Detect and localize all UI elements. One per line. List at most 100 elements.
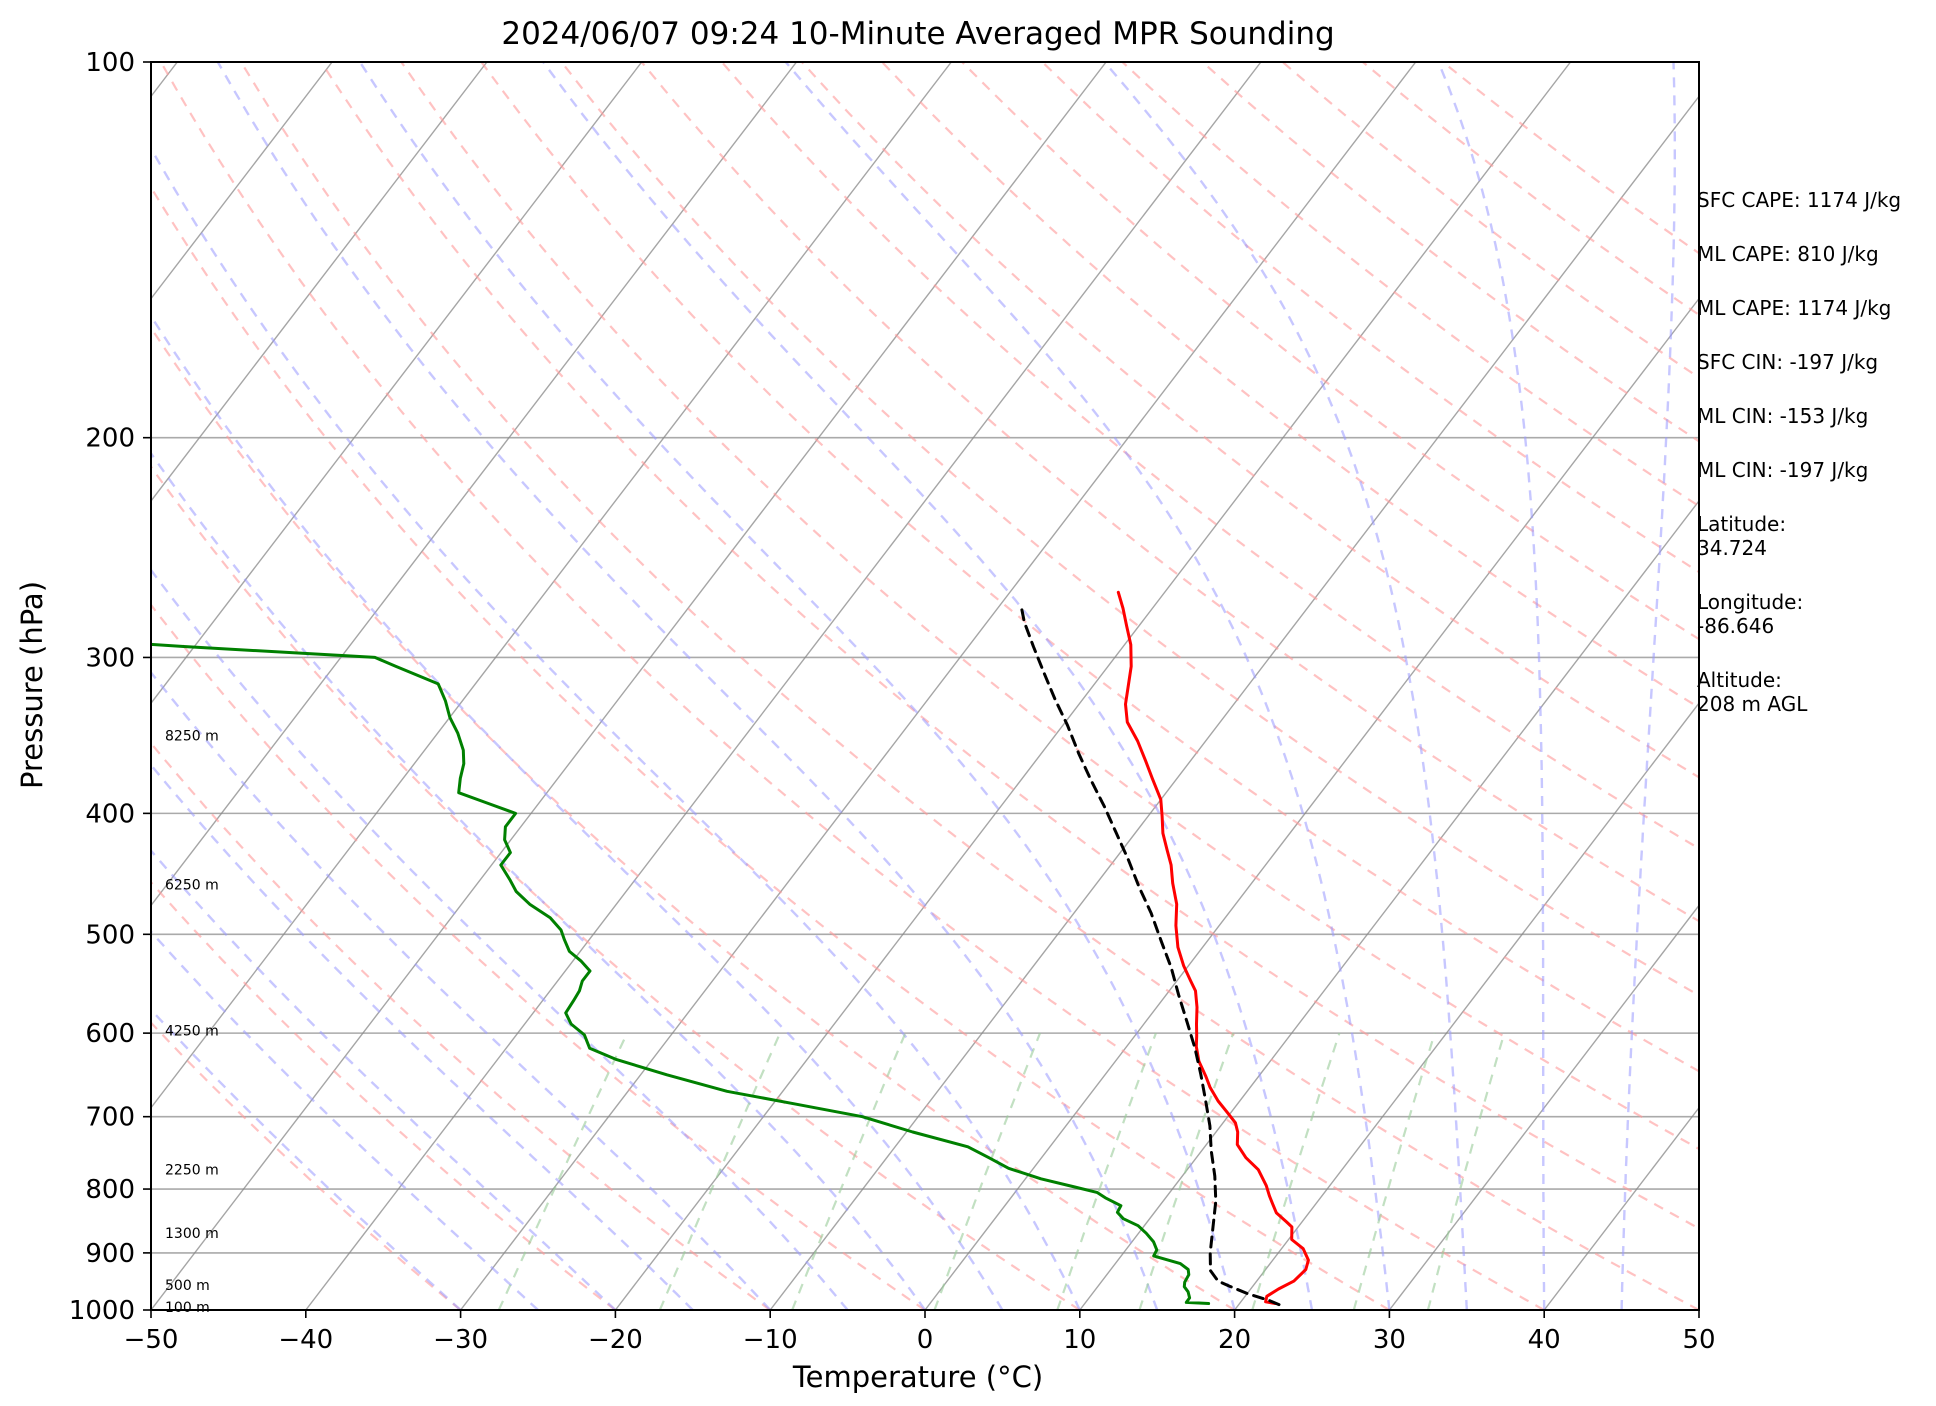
sfc-cin-text: SFC CIN: -197 J/kg	[1697, 350, 1879, 374]
altitude-block: Altitude: 208 m AGL	[1697, 668, 1933, 716]
moist-adiabat	[358, 62, 1236, 1310]
parcel-profile-line	[1019, 602, 1281, 1307]
dry-adiabat	[400, 62, 1699, 1151]
x-tick-label: −10	[743, 1325, 798, 1355]
mixing-ratio-line	[1138, 1032, 1235, 1310]
moist-adiabat	[151, 763, 694, 1310]
plot-frame	[150, 61, 1700, 1311]
isotherm-line	[769, 95, 1699, 1310]
moist-adiabat	[151, 451, 926, 1310]
y-tick-label: 300	[85, 643, 135, 673]
mixing-ratio-line	[791, 1032, 907, 1310]
latitude-label: Latitude:	[1697, 512, 1787, 536]
dry-adiabat	[240, 62, 1699, 1310]
dewpoint-profile-line	[151, 642, 1211, 1305]
x-tick-label: 30	[1373, 1325, 1406, 1355]
mixing-ratio-line	[933, 1032, 1042, 1310]
x-axis-label: Temperature (°C)	[792, 1360, 1043, 1394]
latitude-block: Latitude: 34.724	[1697, 512, 1933, 560]
mixing-ratio-line	[1352, 1032, 1436, 1310]
altitude-label: Altitude:	[1697, 668, 1782, 692]
mixing-ratio-line	[1056, 1032, 1157, 1310]
isotherm-line	[151, 62, 952, 1109]
x-tick-label: −50	[124, 1325, 179, 1355]
isotherm-line	[151, 62, 643, 705]
dry-adiabat	[151, 325, 1236, 1310]
dry-adiabat	[961, 62, 1699, 641]
altitude-label: 1300 m	[165, 1226, 219, 1242]
y-tick-label: 200	[85, 424, 135, 454]
moist-adiabat	[151, 313, 1004, 1310]
isotherm-line	[151, 62, 798, 907]
dry-adiabat	[640, 62, 1699, 923]
mixing-ratio-line	[658, 1032, 782, 1310]
temperature-profile-line	[1116, 590, 1310, 1305]
isotherm-line	[1079, 499, 1699, 1310]
y-tick-label: 700	[85, 1103, 135, 1133]
x-tick-label: −30	[433, 1325, 488, 1355]
dry-adiabat	[151, 185, 1390, 1310]
y-tick-label: 100	[85, 48, 135, 78]
isotherm-line	[924, 297, 1699, 1310]
dry-adiabat	[320, 62, 1699, 1230]
chart-title: 2024/06/07 09:24 10-Minute Averaged MPR …	[501, 16, 1334, 52]
dry-adiabat	[151, 880, 617, 1310]
x-tick-label: 20	[1218, 1325, 1251, 1355]
moist-adiabat	[151, 929, 539, 1310]
ml-cape-text-2: ML CAPE: 1174 J/kg	[1697, 296, 1892, 320]
sounding-info-panel: SFC CAPE: 1174 J/kg ML CAPE: 810 J/kg ML…	[1697, 188, 1933, 746]
longitude-label: Longitude:	[1697, 590, 1804, 614]
mixing-ratio-line	[1426, 1032, 1506, 1310]
altitude-value: 208 m AGL	[1697, 692, 1808, 716]
moist-adiabat	[151, 848, 617, 1310]
longitude-block: Longitude: -86.646	[1697, 590, 1933, 638]
x-tick-label: 10	[1063, 1325, 1096, 1355]
plot-clip-group	[151, 62, 1699, 1310]
moist-adiabat	[784, 62, 1391, 1310]
ml-cin-text-2: ML CIN: -197 J/kg	[1697, 458, 1869, 482]
ml-cin-text: ML CIN: -153 J/kg	[1697, 404, 1869, 428]
isotherm-line	[1234, 702, 1699, 1310]
y-tick-label: 800	[85, 1175, 135, 1205]
x-tick-label: −20	[588, 1325, 643, 1355]
plot-area: 8250 m 6250 m 4250 m 2250 m 1300 m 500 m 100 m…	[69, 48, 1716, 1355]
dry-adiabat	[801, 62, 1699, 779]
dry-adiabat	[151, 1021, 462, 1310]
moist-adiabat	[1437, 62, 1546, 1310]
dry-adiabat	[151, 464, 1081, 1310]
altitude-label: 6250 m	[165, 878, 219, 894]
moist-adiabat	[151, 146, 1081, 1310]
y-tick-label: 400	[85, 799, 135, 829]
moist-adiabat	[151, 1007, 462, 1310]
y-axis-label: Pressure (hPa)	[15, 581, 49, 789]
x-tick-label: 0	[917, 1325, 934, 1355]
y-tick-label: 900	[85, 1239, 135, 1269]
y-tick-label: 500	[85, 920, 135, 950]
x-tick-label: −40	[278, 1325, 333, 1355]
latitude-value: 34.724	[1697, 536, 1767, 560]
sfc-cape-text: SFC CAPE: 1174 J/kg	[1697, 188, 1902, 212]
moist-adiabat	[216, 62, 1159, 1310]
altitude-label: 100 m	[165, 1300, 210, 1316]
moist-adiabat	[1103, 62, 1468, 1310]
mixing-ratio-line	[1251, 1032, 1341, 1310]
altitude-label: 2250 m	[165, 1162, 219, 1178]
x-tick-label: 40	[1528, 1325, 1561, 1355]
altitude-label: 500 m	[165, 1278, 210, 1294]
isotherm-line	[305, 62, 1262, 1310]
dry-adiabat	[151, 741, 771, 1310]
altitude-label: 8250 m	[165, 728, 219, 744]
ml-cape-text: ML CAPE: 810 J/kg	[1697, 242, 1879, 266]
isotherm-line	[151, 62, 333, 300]
altitude-label: 4250 m	[165, 1023, 219, 1039]
isotherm-line	[1388, 904, 1699, 1310]
moist-adiabat	[151, 568, 849, 1310]
y-tick-label: 1000	[69, 1296, 135, 1326]
y-tick-label: 600	[85, 1019, 135, 1049]
dry-adiabat	[151, 603, 926, 1310]
longitude-value: -86.646	[1697, 614, 1775, 638]
isotherm-line	[614, 62, 1572, 1310]
moist-adiabat	[1620, 62, 1676, 1310]
dry-adiabat	[480, 62, 1699, 1073]
